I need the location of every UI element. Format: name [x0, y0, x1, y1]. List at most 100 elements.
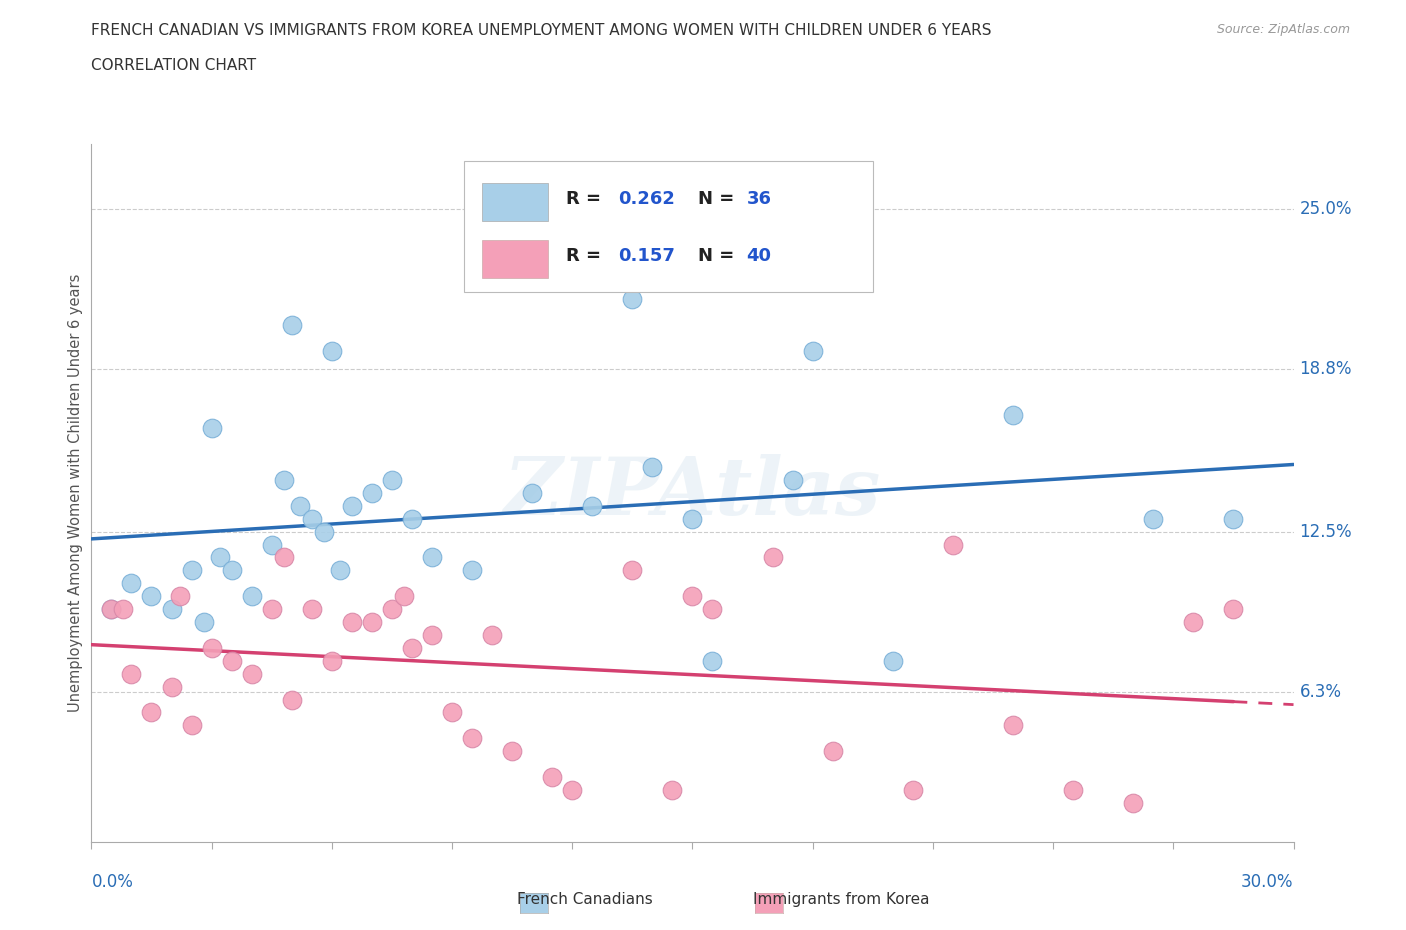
Point: [208, 550, 231, 565]
Point: [661, 782, 683, 797]
Point: [180, 718, 202, 733]
Point: [360, 485, 382, 500]
Text: French Canadians: French Canadians: [517, 892, 652, 907]
Point: [169, 589, 191, 604]
Text: R =: R =: [567, 190, 607, 207]
Point: [520, 485, 543, 500]
Point: [1001, 408, 1024, 423]
Point: [121, 666, 143, 681]
Text: N =: N =: [699, 246, 741, 265]
Point: [121, 576, 143, 591]
Point: [420, 628, 443, 643]
Text: 0.157: 0.157: [617, 246, 675, 265]
Point: [681, 512, 703, 526]
Point: [392, 589, 415, 604]
Point: [1062, 782, 1084, 797]
Point: [221, 654, 243, 669]
Text: 12.5%: 12.5%: [1299, 523, 1353, 540]
FancyBboxPatch shape: [464, 161, 873, 292]
Point: [141, 705, 163, 720]
Point: [481, 628, 503, 643]
Point: [581, 498, 603, 513]
Point: [621, 563, 644, 578]
Point: [641, 459, 664, 474]
Point: [702, 654, 724, 669]
Point: [420, 550, 443, 565]
Point: [193, 615, 215, 630]
Point: [381, 472, 404, 487]
Text: 18.8%: 18.8%: [1299, 360, 1353, 378]
Point: [401, 641, 423, 656]
Text: R =: R =: [567, 246, 607, 265]
Point: [702, 602, 724, 617]
Point: [901, 782, 924, 797]
Point: [321, 343, 343, 358]
Point: [141, 589, 163, 604]
Point: [942, 538, 965, 552]
Point: [340, 498, 363, 513]
Point: [461, 563, 484, 578]
Text: Immigrants from Korea: Immigrants from Korea: [752, 892, 929, 907]
Point: [1001, 718, 1024, 733]
Point: [561, 782, 583, 797]
Text: N =: N =: [699, 190, 741, 207]
Point: [821, 744, 844, 759]
Point: [260, 602, 283, 617]
Text: 36: 36: [747, 190, 772, 207]
Point: [288, 498, 311, 513]
Text: 30.0%: 30.0%: [1241, 873, 1294, 891]
Point: [221, 563, 243, 578]
Point: [1182, 615, 1205, 630]
Point: [201, 641, 224, 656]
Text: 25.0%: 25.0%: [1299, 200, 1353, 218]
Point: [541, 770, 564, 785]
Point: [201, 421, 224, 436]
Point: [329, 563, 352, 578]
Point: [301, 602, 323, 617]
Text: CORRELATION CHART: CORRELATION CHART: [91, 58, 256, 73]
Point: [762, 550, 785, 565]
Point: [1122, 795, 1144, 810]
FancyBboxPatch shape: [482, 240, 548, 278]
Point: [100, 602, 122, 617]
Point: [882, 654, 904, 669]
Point: [301, 512, 323, 526]
Point: [1142, 512, 1164, 526]
Point: [340, 615, 363, 630]
Point: [501, 744, 523, 759]
Text: 40: 40: [747, 246, 772, 265]
Point: [180, 563, 202, 578]
Point: [681, 589, 703, 604]
Point: [461, 731, 484, 746]
Text: 0.262: 0.262: [617, 190, 675, 207]
Point: [312, 525, 335, 539]
Text: 0.0%: 0.0%: [91, 873, 134, 891]
Point: [160, 602, 183, 617]
Point: [260, 538, 283, 552]
Point: [240, 666, 263, 681]
Point: [281, 692, 304, 707]
Point: [240, 589, 263, 604]
Text: FRENCH CANADIAN VS IMMIGRANTS FROM KOREA UNEMPLOYMENT AMONG WOMEN WITH CHILDREN : FRENCH CANADIAN VS IMMIGRANTS FROM KOREA…: [91, 23, 991, 38]
Point: [360, 615, 382, 630]
Point: [441, 705, 464, 720]
Point: [401, 512, 423, 526]
Y-axis label: Unemployment Among Women with Children Under 6 years: Unemployment Among Women with Children U…: [67, 273, 83, 712]
Point: [160, 679, 183, 694]
Text: Source: ZipAtlas.com: Source: ZipAtlas.com: [1216, 23, 1350, 36]
Point: [621, 292, 644, 307]
Point: [100, 602, 122, 617]
Point: [273, 472, 295, 487]
Point: [281, 317, 304, 332]
Point: [112, 602, 135, 617]
Text: ZIPAtlas: ZIPAtlas: [503, 454, 882, 532]
Point: [801, 343, 824, 358]
Point: [782, 472, 804, 487]
FancyBboxPatch shape: [482, 182, 548, 221]
Point: [1222, 602, 1244, 617]
Point: [1222, 512, 1244, 526]
Point: [321, 654, 343, 669]
Point: [273, 550, 295, 565]
Text: 6.3%: 6.3%: [1299, 683, 1341, 701]
Point: [381, 602, 404, 617]
